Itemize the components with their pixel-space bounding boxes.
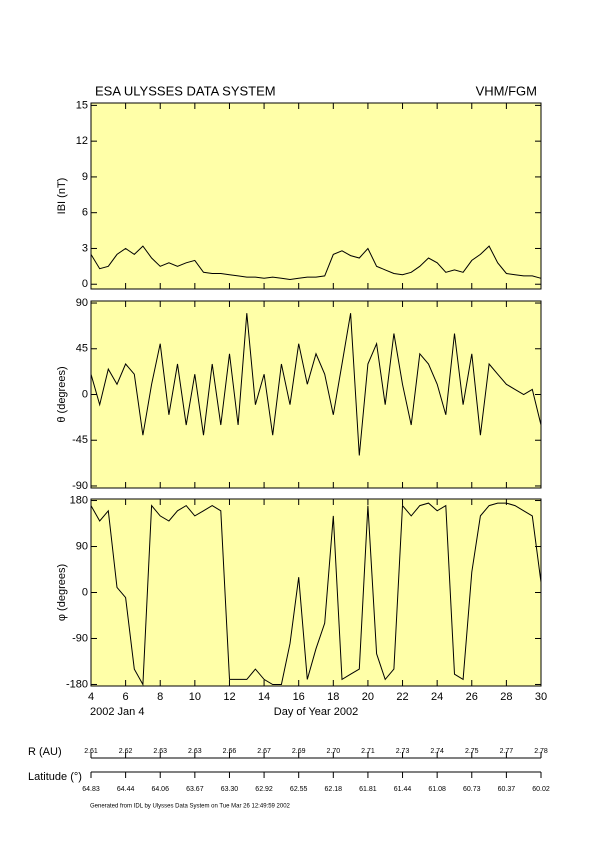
ephemeris-value: 61.08 [428,786,446,793]
y-axis-label: IBI (nT) [56,178,68,215]
ephemeris-value: 2.63 [188,748,202,755]
ephemeris-value: 61.44 [394,786,412,793]
ephemeris-value: 2.70 [326,748,340,755]
data-line [90,313,542,456]
x-tick-label: 18 [327,691,339,703]
footer: Generated from IDL by Ulysses Data Syste… [90,804,291,810]
ephemeris-value: 2.62 [119,748,133,755]
x-tick-label: 4 [88,691,94,703]
x-tick-label: 10 [189,691,201,703]
data-line [90,245,542,281]
ephemeris-value: 63.67 [186,786,204,793]
ephemeris-value: 2.61 [84,748,98,755]
y-tick-label: -90 [72,480,88,492]
plot-area [90,300,542,489]
y-tick-label: 180 [70,494,88,506]
y-tick-label: 9 [82,171,88,183]
y-tick-label: -180 [66,678,88,690]
x-tick-label: 26 [466,691,478,703]
ephemeris-value: 2.66 [223,748,237,755]
y-tick-label: 0 [82,278,88,290]
y-tick-label: 6 [82,207,88,219]
x-tick-label: 28 [500,691,512,703]
x-tick-label: 12 [223,691,235,703]
ephemeris-value: 62.92 [255,786,273,793]
y-tick-label: 12 [76,135,88,147]
x-tick-label: 14 [258,691,270,703]
ephemeris-value: 64.83 [82,786,100,793]
ephemeris-value: 2.77 [500,748,514,755]
ephemeris-value: 63.30 [221,786,239,793]
x-tick-label: 16 [293,691,305,703]
ephemeris-value: 2.67 [257,748,271,755]
ephemeris-label: Latitude (°) [28,771,82,783]
plot-area [90,102,542,290]
ephemeris-value: 2.74 [430,748,444,755]
x-tick-label: 8 [157,691,163,703]
ephemeris-value: 2.75 [465,748,479,755]
ephemeris-value: 2.63 [153,748,167,755]
y-tick-label: 90 [76,297,88,309]
x-axis-label: Day of Year 2002 [274,706,358,718]
ephemeris-label: R (AU) [28,746,62,758]
x-tick-label: 6 [123,691,129,703]
ephemeris-value: 64.06 [151,786,169,793]
ephemeris-value: 60.02 [532,786,550,793]
ephemeris-value: 60.37 [498,786,516,793]
y-tick-label: 90 [76,540,88,552]
y-tick-label: 45 [76,343,88,355]
ephemeris-value: 62.18 [325,786,343,793]
x-tick-label: 24 [431,691,443,703]
instrument: VHM/FGM [476,83,537,98]
x-tick-label: 22 [396,691,408,703]
y-tick-label: 3 [82,242,88,254]
y-axis-label: φ (degrees) [56,564,68,621]
ephemeris-value: 60.73 [463,786,481,793]
start-date: 2002 Jan 4 [90,706,144,718]
y-tick-label: -90 [72,632,88,644]
plot-area [90,498,542,687]
y-tick-label: -45 [72,434,88,446]
ephemeris-value: 2.69 [292,748,306,755]
ephemeris-value: 2.71 [361,748,375,755]
y-tick-label: 0 [82,388,88,400]
ephemeris-value: 62.55 [290,786,308,793]
data-line [90,502,542,687]
x-tick-label: 30 [535,691,547,703]
ephemeris-value: 61.81 [359,786,377,793]
title: ESA ULYSSES DATA SYSTEM [95,83,276,98]
ephemeris-value: 2.73 [396,748,410,755]
y-tick-label: 15 [76,99,88,111]
ephemeris-value: 64.44 [117,786,135,793]
ephemeris-value: 2.78 [534,748,548,755]
y-axis-label: θ (degrees) [56,366,68,422]
y-tick-label: 0 [82,586,88,598]
x-tick-label: 20 [362,691,374,703]
